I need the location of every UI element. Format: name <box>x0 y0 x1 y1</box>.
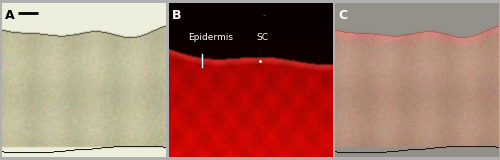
Text: C: C <box>338 9 347 22</box>
Text: SC: SC <box>256 33 268 42</box>
Text: B: B <box>172 9 181 22</box>
Text: Epidermis: Epidermis <box>188 33 234 42</box>
Text: A: A <box>5 9 15 22</box>
